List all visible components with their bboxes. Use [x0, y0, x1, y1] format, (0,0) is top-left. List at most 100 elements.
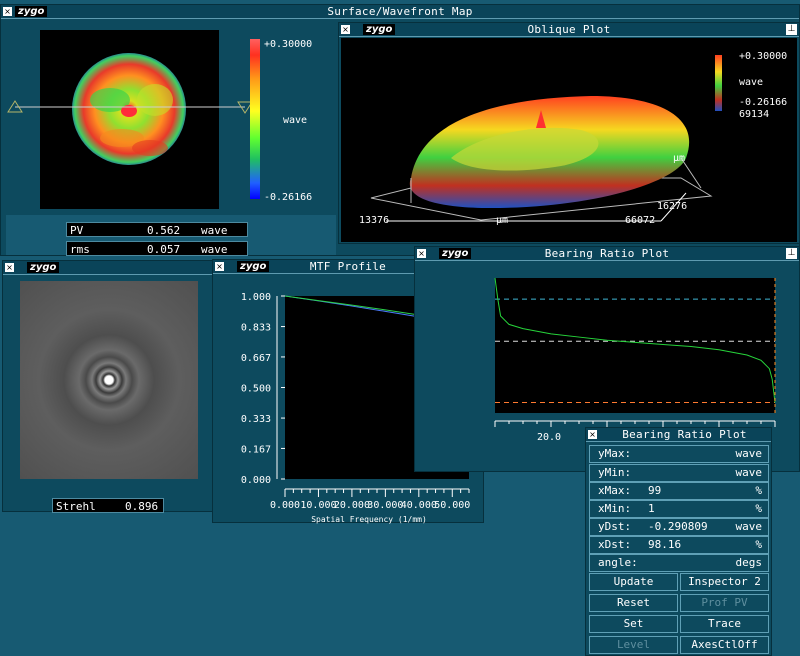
window-title: Bearing Ratio Plot — [622, 428, 747, 441]
bearing-curve — [494, 277, 776, 403]
reset-button[interactable]: Reset — [589, 594, 678, 612]
inspector-row[interactable]: yMax: wave — [589, 445, 769, 463]
z-extra-label: 69134 — [739, 109, 770, 120]
pv-field: PV 0.562 wave — [66, 222, 248, 237]
pin-icon[interactable]: ⊥ — [786, 24, 797, 35]
window-title: Bearing Ratio Plot — [544, 247, 670, 260]
pv-label: PV — [70, 224, 84, 237]
prof-pv-button[interactable]: Prof PV — [680, 594, 769, 612]
inspector-row[interactable]: yDst: -0.290809 wave — [589, 518, 769, 536]
inspector-row[interactable]: xDst: 98.16% — [589, 536, 769, 554]
inspector-row-label: xMax: — [598, 484, 632, 497]
inspector-row-label: xMin: — [598, 502, 632, 515]
window-title: MTF Profile — [309, 260, 387, 273]
psf-titlebar[interactable]: × zygo — [3, 261, 217, 275]
inspector-row-unit: wave — [735, 447, 763, 460]
pv-unit: wave — [201, 224, 228, 237]
inspector-row-value[interactable]: 99 — [648, 484, 662, 497]
x-unit-label: µm — [496, 215, 509, 226]
close-icon[interactable]: × — [417, 249, 426, 258]
oblique-titlebar[interactable]: × zygo Oblique Plot ⊥ — [339, 23, 799, 37]
axes-ctl-off-button[interactable]: AxesCtlOff — [680, 636, 769, 654]
close-icon[interactable]: × — [215, 262, 224, 271]
window-title: Oblique Plot — [527, 23, 611, 36]
pin-icon[interactable]: ⊥ — [786, 248, 797, 259]
scale-unit-label: wave — [283, 115, 308, 126]
inspector-row-label: yDst: — [598, 520, 632, 533]
strehl-field: Strehl 0.896 — [52, 498, 164, 513]
inspector-row-unit: wave — [735, 520, 763, 533]
zygo-logo: zygo — [237, 261, 270, 272]
inspector-row-value[interactable]: -0.290809 — [648, 520, 708, 533]
mtf-y-tick-label: 0.000 — [241, 475, 271, 486]
set-button[interactable]: Set — [589, 615, 678, 633]
inspector-row-unit: % — [755, 502, 762, 515]
oblique-plot-area[interactable] — [341, 38, 797, 242]
y-value-label: 16276 — [657, 201, 688, 212]
mtf-x-tick-label: 40.000 — [401, 500, 437, 511]
oblique-plot-window: × zygo Oblique Plot ⊥ — [338, 22, 800, 244]
inspector-2-button[interactable]: Inspector 2 — [680, 573, 769, 591]
mtf-x-tick-label: 10.000 — [300, 500, 336, 511]
oblique-3d-image — [370, 55, 722, 222]
mtf-x-tick-label: 50.000 — [434, 500, 470, 511]
bearing-chart[interactable]: 20.0 — [485, 261, 800, 461]
inspector-row[interactable]: xMax: 99% — [589, 482, 769, 500]
color-scale-bar — [250, 39, 260, 199]
inspector-row-unit: degs — [735, 556, 763, 569]
surface-map-plot[interactable] — [40, 30, 219, 209]
trace-button[interactable]: Trace — [680, 615, 769, 633]
bearing-plot-area — [495, 278, 775, 413]
window-title: Surface/Wavefront Map — [327, 5, 473, 18]
x-right-label: 66072 — [625, 215, 656, 226]
inspector-titlebar[interactable]: × Bearing Ratio Plot — [586, 428, 771, 442]
rms-field: rms 0.057 wave — [66, 241, 248, 256]
inspector-row-label: yMax: — [598, 447, 632, 460]
scale-min-label: -0.26166 — [264, 192, 313, 203]
inspector-row[interactable]: angle: degs — [589, 554, 769, 572]
mtf-y-tick-label: 0.833 — [241, 323, 271, 334]
level-button[interactable]: Level — [589, 636, 678, 654]
z-max-label: +0.30000 — [739, 51, 788, 62]
zygo-logo: zygo — [363, 24, 396, 35]
inspector-row-unit: % — [755, 484, 762, 497]
profile-line[interactable] — [1, 95, 261, 115]
close-icon[interactable]: × — [5, 263, 14, 272]
mtf-y-tick-label: 0.167 — [241, 444, 271, 455]
inspector-row-unit: % — [755, 538, 762, 551]
inspector-row-value[interactable]: 1 — [648, 502, 655, 515]
mtf-x-tick-label: 0.000 — [270, 500, 300, 511]
rms-label: rms — [70, 243, 90, 256]
surface-map-image — [72, 53, 186, 165]
bearing-titlebar[interactable]: × zygo Bearing Ratio Plot ⊥ — [415, 247, 799, 261]
inspector-row-unit: wave — [735, 466, 763, 479]
strehl-label: Strehl — [56, 500, 96, 513]
pv-value: 0.562 — [147, 224, 181, 237]
surface-map-titlebar[interactable]: × zygo Surface/Wavefront Map — [1, 5, 799, 19]
inspector-row[interactable]: yMin: wave — [589, 464, 769, 482]
inspector-row-value[interactable]: 98.16 — [648, 538, 682, 551]
rms-value: 0.057 — [147, 243, 181, 256]
close-icon[interactable]: × — [341, 25, 350, 34]
mtf-x-tick-label: 30.000 — [367, 500, 403, 511]
inspector-row-label: angle: — [598, 556, 638, 569]
psf-image[interactable] — [20, 281, 198, 479]
inspector-row-label: xDst: — [598, 538, 632, 551]
mtf-y-tick-label: 0.500 — [241, 384, 271, 395]
zygo-logo: zygo — [15, 6, 48, 17]
strehl-value: 0.896 — [125, 500, 159, 513]
close-icon[interactable]: × — [588, 430, 597, 439]
scale-max-label: +0.30000 — [264, 39, 313, 50]
rms-unit: wave — [201, 243, 228, 256]
mtf-xlabel: Spatial Frequency (1/mm) — [311, 515, 427, 524]
z-min-label: -0.26166 — [739, 97, 788, 108]
inspector-window: × Bearing Ratio Plot yMax: wave yMin: wave x… — [585, 427, 772, 656]
mtf-y-tick-label: 1.000 — [241, 292, 271, 303]
mtf-y-tick-label: 0.333 — [241, 414, 271, 425]
close-icon[interactable]: × — [3, 7, 12, 16]
y-unit-label: µm — [673, 153, 686, 164]
inspector-row[interactable]: xMin: 1% — [589, 500, 769, 518]
update-button[interactable]: Update — [589, 573, 678, 591]
zygo-logo: zygo — [27, 262, 60, 273]
mtf-x-tick-label: 20.000 — [334, 500, 370, 511]
